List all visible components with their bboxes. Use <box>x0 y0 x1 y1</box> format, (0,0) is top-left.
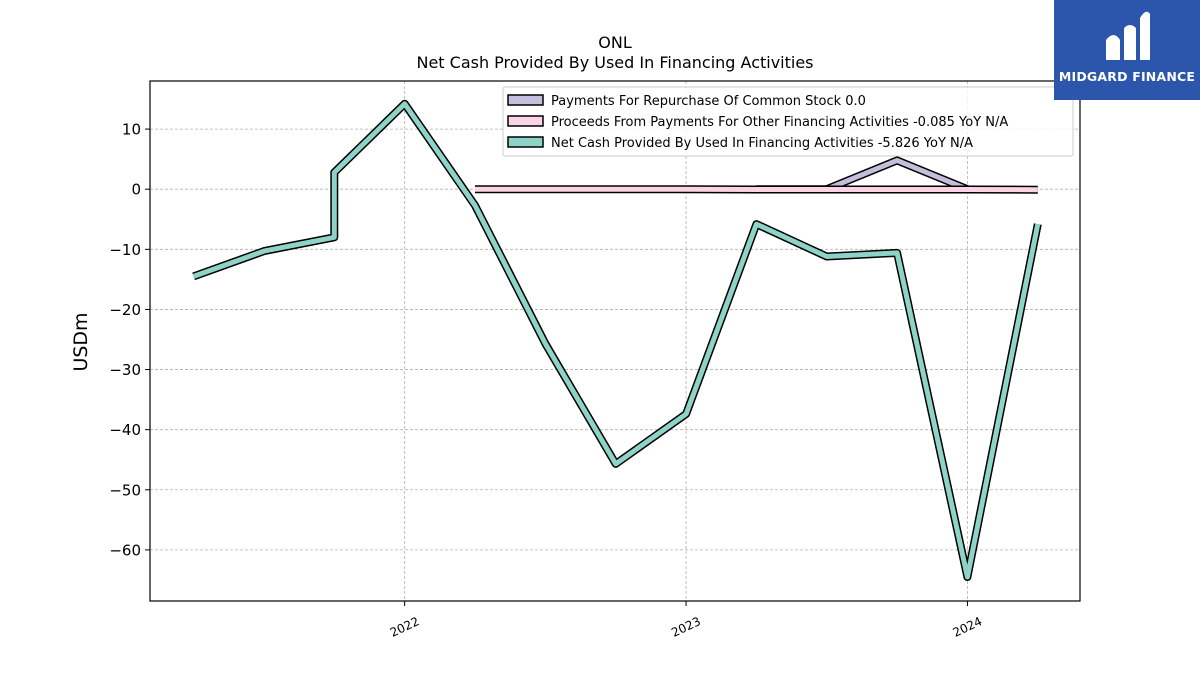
series-2 <box>192 99 1042 581</box>
legend: Payments For Repurchase Of Common Stock … <box>502 86 1074 157</box>
chart-subtitle: Net Cash Provided By Used In Financing A… <box>416 53 813 72</box>
y-tick-label: −20 <box>109 301 141 319</box>
y-tick-label: −10 <box>109 241 141 259</box>
plot-frame <box>149 80 1081 602</box>
y-tick-label: −50 <box>109 481 141 499</box>
series-line-outline <box>192 99 1042 581</box>
legend-swatch <box>507 136 544 148</box>
x-tick-label: 2023 <box>669 614 703 640</box>
y-axis-label: USDm <box>70 312 92 371</box>
x-tick-label: 2024 <box>951 614 985 640</box>
logo-mark-icon <box>1106 11 1150 60</box>
y-ticks: 10 0 −10 −20 −30 −40 −50 −60 <box>109 121 150 559</box>
legend-label: Proceeds From Payments For Other Financi… <box>551 115 1008 130</box>
chart-title: ONL <box>598 33 632 52</box>
series-line <box>756 157 969 192</box>
series-0 <box>756 156 969 194</box>
x-ticks: 2022 2023 2024 <box>388 601 984 640</box>
y-tick-label: −30 <box>109 361 141 379</box>
legend-swatch <box>507 94 544 106</box>
x-tick-label: 2022 <box>388 614 422 640</box>
grid <box>150 81 1080 601</box>
y-tick-label: −60 <box>109 541 141 559</box>
brand-logo: MIDGARD FINANCE <box>1054 0 1200 100</box>
legend-box <box>502 86 1074 157</box>
legend-swatch <box>507 115 544 127</box>
y-tick-label: 10 <box>122 121 141 139</box>
series-layer <box>192 99 1042 581</box>
logo-text: MIDGARD FINANCE <box>1058 69 1196 84</box>
series-line <box>475 186 1038 193</box>
y-tick-label: 0 <box>131 181 141 199</box>
legend-label: Net Cash Provided By Used In Financing A… <box>551 136 973 151</box>
legend-label: Payments For Repurchase Of Common Stock … <box>551 94 866 109</box>
series-line <box>192 101 1041 580</box>
y-tick-label: −40 <box>109 421 141 439</box>
series-1 <box>475 185 1038 194</box>
